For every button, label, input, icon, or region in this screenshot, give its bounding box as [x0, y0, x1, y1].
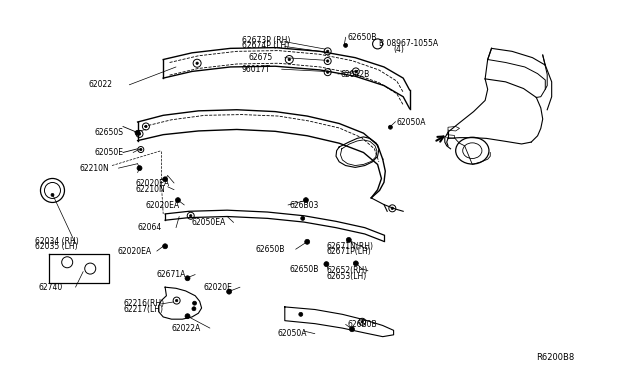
Text: 62650B: 62650B — [290, 265, 319, 274]
Circle shape — [355, 70, 357, 73]
Circle shape — [51, 193, 54, 196]
Circle shape — [346, 237, 351, 243]
Text: B 08967-1055A: B 08967-1055A — [379, 39, 438, 48]
Text: 62216(RH): 62216(RH) — [124, 299, 164, 308]
Circle shape — [324, 262, 329, 267]
Text: 62217(LH): 62217(LH) — [124, 305, 164, 314]
Text: 62020E: 62020E — [204, 283, 232, 292]
Circle shape — [189, 215, 192, 217]
Circle shape — [140, 148, 142, 151]
Circle shape — [175, 299, 178, 302]
Circle shape — [353, 261, 358, 266]
Circle shape — [305, 239, 310, 244]
Circle shape — [344, 44, 348, 47]
Text: 62020EA: 62020EA — [136, 179, 170, 187]
Text: 62653(LH): 62653(LH) — [326, 272, 367, 281]
Circle shape — [326, 50, 329, 52]
Circle shape — [227, 289, 232, 294]
Circle shape — [299, 312, 303, 316]
Circle shape — [145, 125, 147, 128]
Circle shape — [135, 130, 140, 135]
Text: 62022A: 62022A — [172, 324, 201, 333]
Circle shape — [193, 301, 196, 305]
Circle shape — [175, 198, 180, 203]
Text: 62022: 62022 — [88, 80, 113, 89]
Text: 62050EA: 62050EA — [192, 218, 227, 227]
Text: 62034 (RH): 62034 (RH) — [35, 237, 79, 246]
Text: 96017T: 96017T — [242, 65, 271, 74]
Text: 62671A: 62671A — [157, 270, 186, 279]
Circle shape — [163, 244, 168, 249]
Circle shape — [303, 198, 308, 203]
Text: 62020EA: 62020EA — [146, 201, 180, 210]
Text: 62671N(RH): 62671N(RH) — [326, 242, 373, 251]
Text: 62064: 62064 — [138, 223, 162, 232]
Text: 62740: 62740 — [38, 283, 63, 292]
Circle shape — [192, 307, 196, 311]
Circle shape — [388, 125, 392, 129]
Text: 62650B: 62650B — [348, 33, 377, 42]
Text: 62020EA: 62020EA — [117, 247, 151, 256]
Circle shape — [196, 62, 198, 64]
Text: 626B0B: 626B0B — [348, 320, 377, 329]
Text: 62671P(LH): 62671P(LH) — [326, 247, 371, 256]
Text: 62050E: 62050E — [95, 148, 124, 157]
Text: R6200B8: R6200B8 — [536, 353, 575, 362]
Circle shape — [301, 217, 305, 220]
Text: 62673P (RH): 62673P (RH) — [242, 36, 291, 45]
Circle shape — [138, 133, 141, 135]
Text: 62210N: 62210N — [80, 164, 109, 173]
Text: 62042B: 62042B — [340, 70, 370, 79]
Text: 62674P (LH): 62674P (LH) — [242, 41, 289, 50]
Text: 62650S: 62650S — [95, 128, 124, 137]
Text: 62050A: 62050A — [397, 118, 426, 126]
Circle shape — [137, 166, 142, 171]
Text: 62675: 62675 — [248, 53, 273, 62]
Text: 62035 (LH): 62035 (LH) — [35, 242, 78, 251]
Circle shape — [326, 60, 329, 62]
Text: 62650B: 62650B — [256, 245, 285, 254]
Circle shape — [361, 321, 364, 323]
Text: 62652(RH): 62652(RH) — [326, 266, 367, 275]
Circle shape — [326, 71, 329, 73]
Circle shape — [391, 207, 394, 209]
Text: (4): (4) — [393, 45, 404, 54]
Circle shape — [163, 177, 168, 182]
Text: 62050A: 62050A — [277, 329, 307, 338]
Circle shape — [185, 276, 190, 281]
Circle shape — [288, 58, 291, 61]
Circle shape — [185, 314, 190, 319]
Circle shape — [349, 327, 355, 332]
Text: 62210N: 62210N — [136, 185, 165, 194]
Text: 626B03: 626B03 — [289, 201, 319, 210]
